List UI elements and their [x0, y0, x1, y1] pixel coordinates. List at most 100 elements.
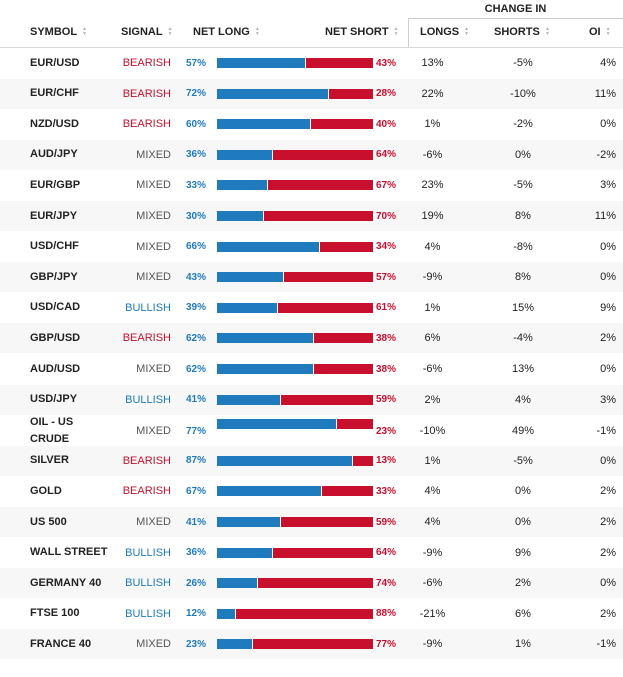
- net-long-percent: 66%: [185, 241, 206, 253]
- signal-cell: MIXED: [136, 210, 171, 222]
- net-long-percent: 33%: [185, 179, 206, 191]
- change-oi-cell: 0%: [600, 271, 616, 284]
- sort-icon[interactable]: ▲ ▼: [167, 26, 173, 37]
- column-header-net-short[interactable]: NET SHORT ▲ ▼: [325, 25, 399, 39]
- net-long-percent: 87%: [185, 455, 206, 467]
- signal-cell: BEARISH: [122, 332, 171, 345]
- symbol-cell[interactable]: FRANCE 40: [30, 637, 92, 650]
- table-row[interactable]: GBP/JPY MIXED 43% 57% -9% 8% 0%: [0, 262, 623, 293]
- change-shorts-cell: 1%: [515, 638, 531, 651]
- net-position-bar: [217, 578, 373, 589]
- net-position-bar: [217, 547, 373, 558]
- table-row[interactable]: GBP/USD BEARISH 62% 38% 6% -4% 2%: [0, 323, 623, 354]
- change-longs-cell: -21%: [419, 607, 446, 620]
- net-short-bar-fill: [268, 180, 373, 191]
- sort-icon[interactable]: ▲ ▼: [82, 26, 88, 37]
- column-header-signal-label: SIGNAL: [121, 26, 163, 38]
- net-short-percent: 70%: [376, 210, 397, 222]
- symbol-cell[interactable]: GBP/JPY: [30, 270, 78, 283]
- symbol-cell[interactable]: EUR/JPY: [30, 209, 78, 222]
- table-row[interactable]: EUR/GBP MIXED 33% 67% 23% -5% 3%: [0, 170, 623, 200]
- change-longs-cell: 22%: [421, 87, 444, 100]
- net-position-bar: [217, 419, 373, 430]
- column-header-longs-label: LONGS: [420, 26, 460, 38]
- symbol-cell[interactable]: OIL - US CRUDE: [30, 416, 74, 446]
- column-header-symbol[interactable]: SYMBOL ▲ ▼: [30, 25, 87, 39]
- table-row[interactable]: SILVER BEARISH 87% 13% 1% -5% 0%: [0, 445, 623, 476]
- symbol-cell[interactable]: EUR/USD: [30, 56, 80, 69]
- net-short-bar-fill: [277, 302, 373, 313]
- column-header-signal[interactable]: SIGNAL ▲ ▼: [121, 25, 173, 39]
- column-header-net-long[interactable]: NET LONG ▲ ▼: [193, 25, 260, 39]
- table-row[interactable]: EUR/JPY MIXED 30% 70% 19% 8% 11%: [0, 201, 623, 231]
- column-header-oi-label: OI: [589, 26, 601, 38]
- net-position-bar: [217, 88, 373, 99]
- symbol-cell[interactable]: AUD/JPY: [30, 148, 78, 161]
- change-oi-cell: 0%: [600, 454, 616, 467]
- table-row[interactable]: EUR/USD BEARISH 57% 43% 13% -5% 4%: [0, 48, 623, 78]
- column-header-shorts[interactable]: SHORTS ▲ ▼: [494, 25, 550, 39]
- table-row[interactable]: AUD/USD MIXED 62% 38% -6% 13% 0%: [0, 354, 623, 384]
- table-row[interactable]: USD/JPY BULLISH 41% 59% 2% 4% 3%: [0, 384, 623, 415]
- symbol-cell[interactable]: EUR/CHF: [30, 87, 79, 100]
- table-row[interactable]: USD/CHF MIXED 66% 34% 4% -8% 0%: [0, 232, 623, 262]
- sort-icon[interactable]: ▲ ▼: [464, 26, 470, 37]
- table-row[interactable]: USD/CAD BULLISH 39% 61% 1% 15% 9%: [0, 293, 623, 323]
- net-position-bar: [217, 302, 373, 313]
- table-row[interactable]: US 500 MIXED 41% 59% 4% 0% 2%: [0, 507, 623, 537]
- net-short-bar-fill: [284, 272, 373, 283]
- change-longs-cell: -6%: [422, 363, 443, 375]
- symbol-cell[interactable]: GBP/USD: [30, 331, 81, 344]
- symbol-cell[interactable]: WALL STREET: [30, 546, 108, 559]
- table-row[interactable]: GOLD BEARISH 67% 33% 4% 0% 2%: [0, 476, 623, 506]
- symbol-cell[interactable]: NZD/USD: [30, 117, 79, 130]
- change-shorts-cell: -5%: [513, 454, 533, 467]
- symbol-cell[interactable]: USD/CAD: [30, 301, 81, 314]
- change-shorts-cell: 9%: [515, 546, 531, 559]
- signal-cell: MIXED: [136, 148, 171, 161]
- net-short-percent: 23%: [376, 425, 397, 437]
- change-shorts-cell: 8%: [515, 271, 531, 284]
- change-longs-cell: 1%: [424, 301, 441, 314]
- change-oi-cell: 4%: [600, 57, 616, 69]
- change-oi-cell: 2%: [600, 332, 616, 345]
- net-long-bar-fill: [217, 241, 320, 252]
- net-long-percent: 62%: [185, 332, 206, 344]
- symbol-cell[interactable]: GOLD: [30, 484, 62, 497]
- symbol-cell[interactable]: FTSE 100: [30, 607, 80, 620]
- sort-icon[interactable]: ▲ ▼: [605, 26, 611, 37]
- change-oi-cell: 0%: [600, 240, 616, 253]
- table-row[interactable]: FTSE 100 BULLISH 12% 88% -21% 6% 2%: [0, 599, 623, 629]
- table-row[interactable]: NZD/USD BEARISH 60% 40% 1% -2% 0%: [0, 109, 623, 139]
- sort-icon[interactable]: ▲ ▼: [393, 26, 399, 37]
- net-long-percent: 43%: [185, 271, 206, 283]
- net-long-percent: 39%: [185, 302, 206, 314]
- table-row[interactable]: OIL - US CRUDE MIXED 77% 23% -10% 49% -1%: [0, 409, 623, 453]
- sort-icon[interactable]: ▲ ▼: [254, 26, 260, 37]
- change-shorts-cell: 4%: [515, 393, 531, 406]
- symbol-cell[interactable]: GERMANY 40: [30, 576, 102, 589]
- table-row[interactable]: EUR/CHF BEARISH 72% 28% 22% -10% 11%: [0, 78, 623, 109]
- column-header-oi[interactable]: OI ▲ ▼: [589, 25, 611, 39]
- symbol-cell[interactable]: US 500: [30, 515, 67, 528]
- symbol-cell[interactable]: USD/CHF: [30, 240, 79, 253]
- net-long-bar-fill: [217, 517, 281, 527]
- change-shorts-cell: -8%: [513, 240, 533, 253]
- change-oi-cell: 2%: [600, 516, 616, 528]
- table-row[interactable]: FRANCE 40 MIXED 23% 77% -9% 1% -1%: [0, 629, 623, 660]
- sort-icon[interactable]: ▲ ▼: [544, 26, 550, 37]
- symbol-cell[interactable]: SILVER: [30, 454, 69, 467]
- net-short-bar-fill: [252, 639, 373, 650]
- symbol-cell[interactable]: USD/JPY: [30, 393, 78, 406]
- net-short-bar-fill: [310, 119, 373, 130]
- signal-cell: MIXED: [136, 240, 171, 253]
- symbol-cell[interactable]: AUD/USD: [30, 362, 81, 375]
- table-row[interactable]: AUD/JPY MIXED 36% 64% -6% 0% -2%: [0, 139, 623, 170]
- table-row[interactable]: WALL STREET BULLISH 36% 64% -9% 9% 2%: [0, 538, 623, 568]
- change-shorts-cell: 0%: [515, 485, 531, 498]
- symbol-cell[interactable]: EUR/GBP: [30, 178, 81, 191]
- table-row[interactable]: GERMANY 40 BULLISH 26% 74% -6% 2% 0%: [0, 568, 623, 599]
- net-long-percent: 72%: [185, 88, 206, 100]
- column-header-longs[interactable]: LONGS ▲ ▼: [420, 25, 469, 39]
- net-long-percent: 36%: [185, 149, 206, 161]
